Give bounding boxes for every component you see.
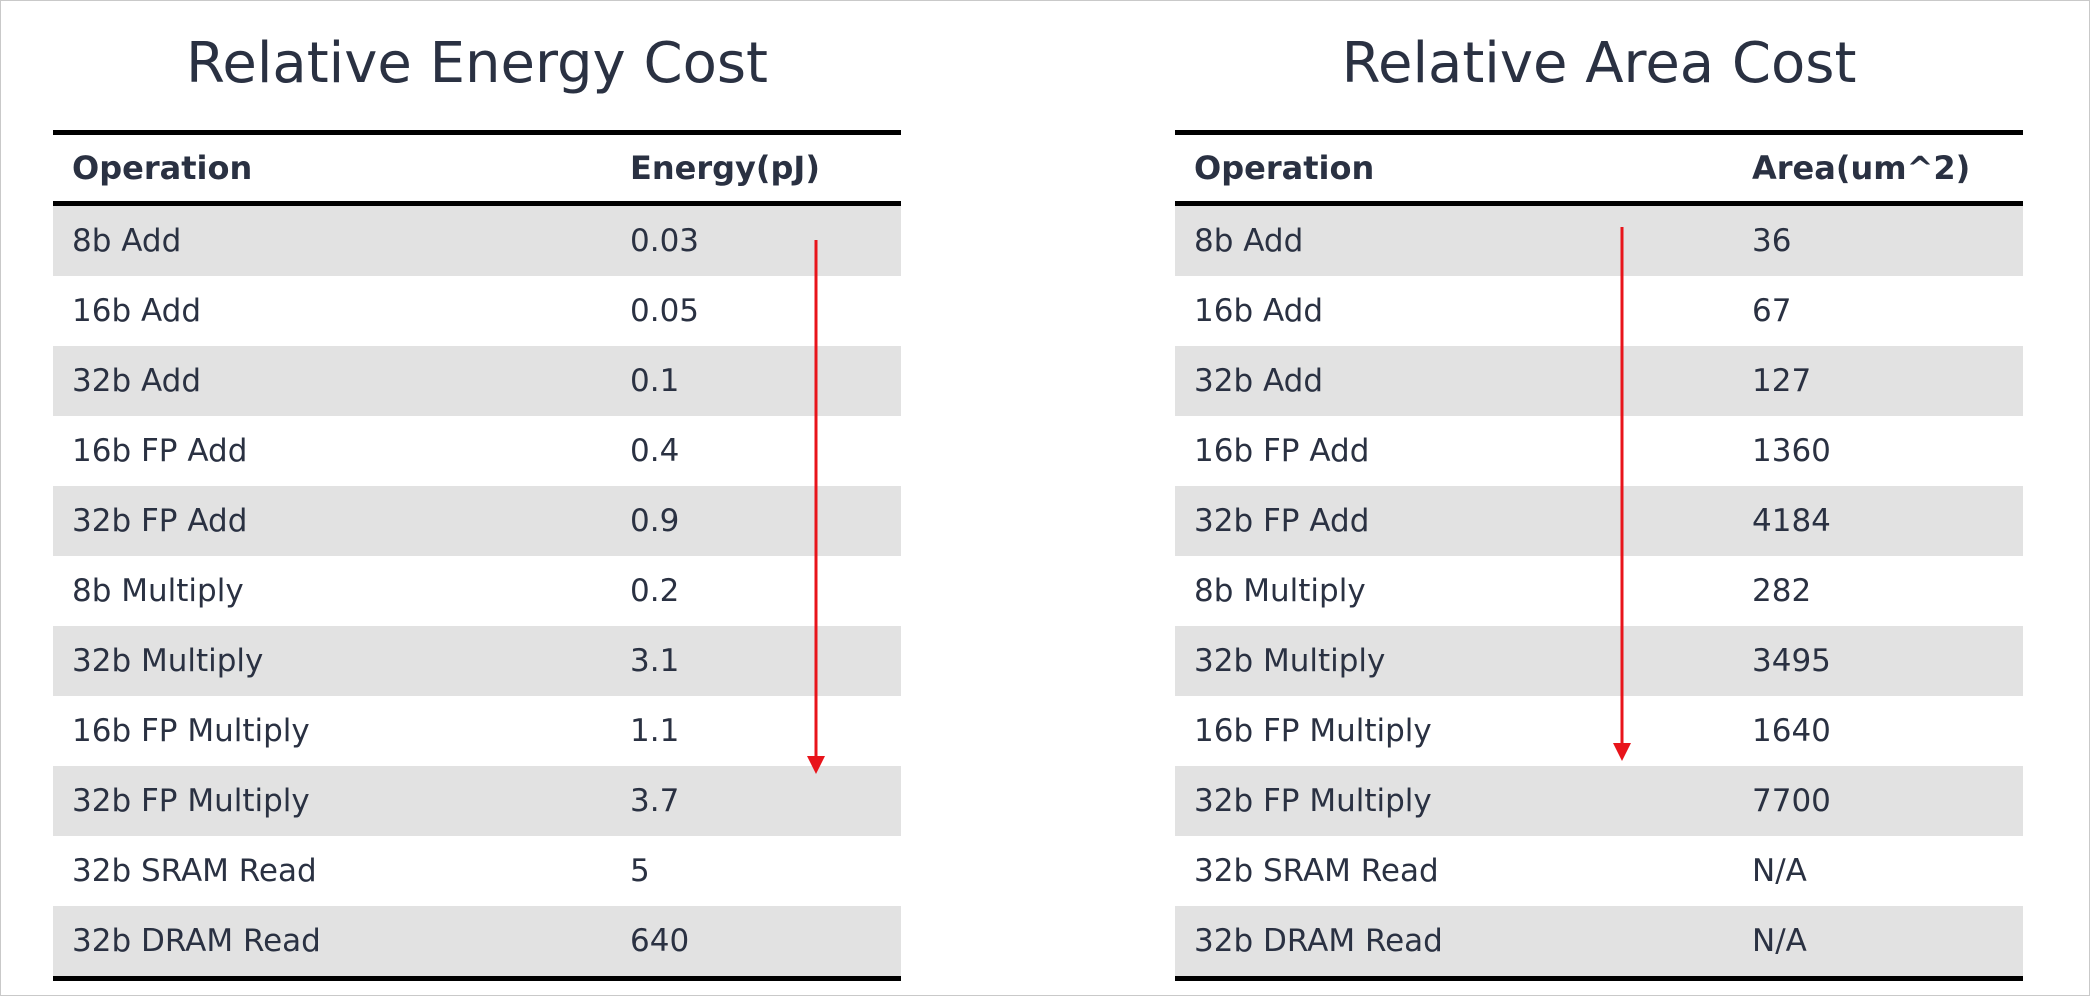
energy-table-row: 16b FP Add 0.4 bbox=[53, 416, 901, 486]
area-cell-operation: 32b DRAM Read bbox=[1175, 906, 1733, 979]
energy-table-row: 32b Multiply 3.1 bbox=[53, 626, 901, 696]
energy-cell-operation: 32b FP Multiply bbox=[53, 766, 611, 836]
area-cell-operation: 32b Multiply bbox=[1175, 626, 1733, 696]
energy-table-row: 8b Multiply 0.2 bbox=[53, 556, 901, 626]
area-cell-value: N/A bbox=[1733, 836, 2023, 906]
energy-table-body: 8b Add 0.03 16b Add 0.05 32b Add 0.1 16b FP Ad… bbox=[53, 203, 901, 979]
area-table-row: 32b SRAM Read N/A bbox=[1175, 836, 2023, 906]
energy-cell-operation: 32b SRAM Read bbox=[53, 836, 611, 906]
energy-cell-value: 1.1 bbox=[611, 696, 901, 766]
area-cell-value: 1360 bbox=[1733, 416, 2023, 486]
area-table-body: 8b Add 36 16b Add 67 32b Add 127 16b FP Add 136… bbox=[1175, 203, 2023, 979]
energy-title: Relative Energy Cost bbox=[186, 31, 768, 96]
area-table-row: 16b FP Multiply 1640 bbox=[1175, 696, 2023, 766]
area-table-row: 8b Multiply 282 bbox=[1175, 556, 2023, 626]
area-cell-operation: 32b FP Add bbox=[1175, 486, 1733, 556]
energy-cell-value: 3.7 bbox=[611, 766, 901, 836]
area-cell-value: 4184 bbox=[1733, 486, 2023, 556]
energy-header-operation: Operation bbox=[53, 132, 611, 206]
energy-header-row: Operation Energy(pJ) bbox=[53, 132, 901, 206]
area-table-row: 8b Add 36 bbox=[1175, 203, 2023, 276]
area-cell-value: 282 bbox=[1733, 556, 2023, 626]
energy-table-row: 16b Add 0.05 bbox=[53, 276, 901, 346]
area-title: Relative Area Cost bbox=[1341, 31, 1857, 96]
energy-cell-value: 5 bbox=[611, 836, 901, 906]
area-header-row: Operation Area(um^2) bbox=[1175, 132, 2023, 206]
energy-cell-value: 0.9 bbox=[611, 486, 901, 556]
energy-cell-operation: 16b FP Multiply bbox=[53, 696, 611, 766]
area-cell-operation: 32b SRAM Read bbox=[1175, 836, 1733, 906]
area-table-row: 32b Add 127 bbox=[1175, 346, 2023, 416]
energy-cell-value: 3.1 bbox=[611, 626, 901, 696]
area-header-operation: Operation bbox=[1175, 132, 1733, 206]
area-cell-value: 67 bbox=[1733, 276, 2023, 346]
energy-cell-value: 0.05 bbox=[611, 276, 901, 346]
area-table: Operation Area(um^2) 8b Add 36 16b Add 67 32… bbox=[1175, 130, 2023, 981]
energy-table-row: 32b FP Multiply 3.7 bbox=[53, 766, 901, 836]
area-cell-value: N/A bbox=[1733, 906, 2023, 979]
area-cell-operation: 16b FP Multiply bbox=[1175, 696, 1733, 766]
energy-cell-operation: 16b FP Add bbox=[53, 416, 611, 486]
area-cell-value: 7700 bbox=[1733, 766, 2023, 836]
area-table-row: 32b FP Add 4184 bbox=[1175, 486, 2023, 556]
energy-table-row: 8b Add 0.03 bbox=[53, 203, 901, 276]
area-cell-operation: 32b FP Multiply bbox=[1175, 766, 1733, 836]
energy-cell-operation: 32b Add bbox=[53, 346, 611, 416]
area-cell-value: 36 bbox=[1733, 203, 2023, 276]
energy-cell-operation: 32b Multiply bbox=[53, 626, 611, 696]
energy-cell-value: 0.03 bbox=[611, 203, 901, 276]
area-cell-operation: 32b Add bbox=[1175, 346, 1733, 416]
area-table-row: 16b FP Add 1360 bbox=[1175, 416, 2023, 486]
area-table-row: 32b Multiply 3495 bbox=[1175, 626, 2023, 696]
energy-table-row: 32b DRAM Read 640 bbox=[53, 906, 901, 979]
area-cell-value: 1640 bbox=[1733, 696, 2023, 766]
area-table-row: 32b FP Multiply 7700 bbox=[1175, 766, 2023, 836]
energy-table-row: 32b Add 0.1 bbox=[53, 346, 901, 416]
energy-cell-value: 0.4 bbox=[611, 416, 901, 486]
energy-cell-operation: 8b Add bbox=[53, 203, 611, 276]
energy-cell-operation: 8b Multiply bbox=[53, 556, 611, 626]
energy-cell-value: 0.2 bbox=[611, 556, 901, 626]
energy-cell-operation: 16b Add bbox=[53, 276, 611, 346]
energy-table-row: 32b FP Add 0.9 bbox=[53, 486, 901, 556]
energy-table-row: 16b FP Multiply 1.1 bbox=[53, 696, 901, 766]
energy-table-row: 32b SRAM Read 5 bbox=[53, 836, 901, 906]
energy-cell-value: 0.1 bbox=[611, 346, 901, 416]
area-cell-value: 3495 bbox=[1733, 626, 2023, 696]
energy-table: Operation Energy(pJ) 8b Add 0.03 16b Add 0.… bbox=[53, 130, 901, 981]
energy-cell-value: 640 bbox=[611, 906, 901, 979]
area-cell-operation: 16b FP Add bbox=[1175, 416, 1733, 486]
area-header-value: Area(um^2) bbox=[1733, 132, 2023, 206]
area-table-row: 16b Add 67 bbox=[1175, 276, 2023, 346]
area-cell-operation: 16b Add bbox=[1175, 276, 1733, 346]
energy-cell-operation: 32b FP Add bbox=[53, 486, 611, 556]
area-cell-operation: 8b Add bbox=[1175, 203, 1733, 276]
area-table-row: 32b DRAM Read N/A bbox=[1175, 906, 2023, 979]
energy-cell-operation: 32b DRAM Read bbox=[53, 906, 611, 979]
area-cell-operation: 8b Multiply bbox=[1175, 556, 1733, 626]
energy-header-value: Energy(pJ) bbox=[611, 132, 901, 206]
area-cell-value: 127 bbox=[1733, 346, 2023, 416]
